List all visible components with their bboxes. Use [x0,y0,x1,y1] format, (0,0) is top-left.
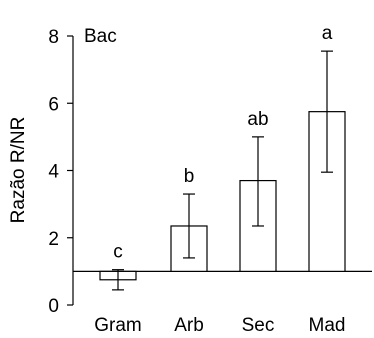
error-bars-group [112,50,333,291]
group-letters: c b ab a [113,23,332,263]
y-tick-label-8: 8 [48,27,59,48]
y-tick-label-2: 2 [48,229,59,250]
x-tick-label-arb: Arb [174,315,204,336]
group-letter-sec: ab [247,109,268,130]
y-tick-label-4: 4 [48,162,59,183]
group-letter-mad: a [322,23,333,44]
x-tick-label-gram: Gram [94,315,142,336]
y-tick-label-0: 0 [48,296,59,317]
bars-group [99,111,346,281]
y-tick-label-6: 6 [48,94,59,115]
x-tick-labels: Gram Arb Sec Mad [94,315,345,336]
bar-mad [308,111,346,272]
x-tick-label-mad: Mad [309,315,346,336]
panel-label: Bac [84,26,117,47]
y-axis: 0 2 4 6 8 [48,27,74,317]
x-tick-label-sec: Sec [242,315,275,336]
group-letter-arb: b [184,166,195,187]
group-letter-gram: c [113,242,123,263]
y-axis-title: Razão R/NR [8,117,29,224]
